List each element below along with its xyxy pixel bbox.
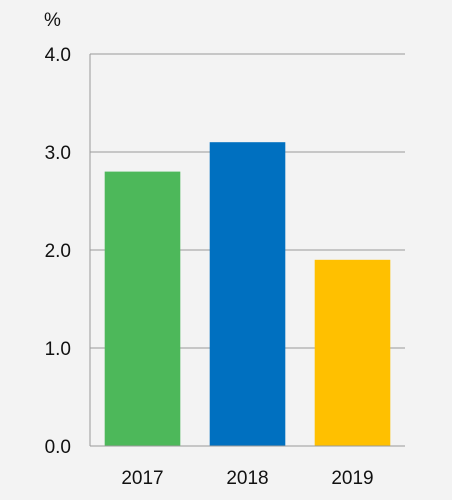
y-tick-label: 3.0 [45, 143, 71, 164]
y-tick-label: 1.0 [45, 339, 71, 360]
x-category-label: 2017 [121, 468, 163, 489]
bar-2017 [104, 171, 181, 446]
x-category-label: 2019 [331, 468, 373, 489]
x-axis-category-labels: 2017 2018 2019 [121, 468, 373, 489]
x-category-label: 2018 [226, 468, 268, 489]
y-tick-label: 0.0 [45, 437, 71, 458]
y-tick-label: 4.0 [45, 45, 71, 66]
y-unit-label: % [44, 10, 61, 31]
bar-2019 [314, 259, 391, 446]
y-axis-tick-labels: 0.0 1.0 2.0 3.0 4.0 [45, 45, 71, 458]
y-tick-label: 2.0 [45, 241, 71, 262]
bars [104, 142, 391, 446]
bar-2018 [209, 142, 286, 446]
